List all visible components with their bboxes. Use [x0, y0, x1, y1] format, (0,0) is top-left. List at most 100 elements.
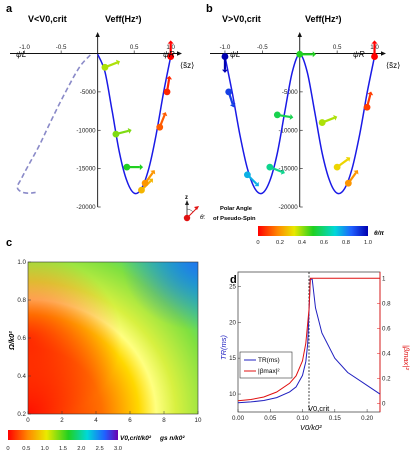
spin-marker-dot [243, 171, 251, 179]
panel-b-psi-right: ψR [353, 50, 365, 59]
panel-c-axes: 0 2 4 6 8 10 0.2 0.4 0.6 0.8 1.0 [17, 259, 202, 424]
y-tick-label: -10000 [76, 127, 96, 134]
spin-marker-dot [112, 130, 120, 138]
spin-marker-dot [333, 163, 341, 171]
y-tick-label: 25 [229, 283, 236, 290]
x-tick-label: 0.5 [333, 44, 342, 51]
spin-marker-dot [266, 163, 274, 171]
y-right-tick-label: 1 [382, 275, 386, 282]
theta-colorbar-tick: 0.4 [298, 240, 307, 246]
panel-c-xlabel: gs n/k0² [159, 435, 185, 442]
y-tick-label: 0.6 [17, 335, 26, 342]
spin-dot [183, 214, 191, 222]
panel-b-plot: -1.0-0.50.51.0-5000-10000-15000-20000 [210, 32, 386, 211]
y-right-tick-label: 0.2 [382, 375, 391, 382]
z-arrow-icon [185, 200, 189, 205]
legend-label-beta: |βmax|² [258, 368, 280, 375]
spin-arrowhead-icon [167, 40, 174, 44]
x-tick-label: 4 [94, 417, 98, 424]
panel-b-title: V>V0,crit [222, 14, 261, 24]
panel-letter-d: d [230, 274, 237, 286]
x-tick-label: 0.20 [361, 415, 374, 422]
crit-colorbar-tick: 2.0 [77, 446, 85, 452]
y-tick-label: -20000 [76, 204, 96, 211]
polar-angle-text: Polar Angle [220, 206, 253, 212]
x-tick-label: 2 [60, 417, 64, 424]
x-axis-arrow-icon [381, 51, 386, 56]
panel-a-psi-left: ψL [16, 50, 26, 59]
spin-marker-dot [371, 53, 378, 60]
spin-arrowhead-icon [280, 169, 285, 175]
x-tick-label: 10 [195, 417, 202, 424]
theta-colorbar-tick: 0.2 [276, 240, 284, 246]
spin-arrowhead-icon [150, 170, 156, 175]
y-tick-label: 15 [229, 355, 236, 362]
crit-colorbar-tick: 0.5 [22, 446, 30, 452]
theta-colorbar-tick: 0.8 [342, 240, 350, 246]
y-tick-label: -5000 [80, 89, 96, 96]
panel-a-title: V<V0,crit [28, 14, 67, 24]
y-right-tick-label: 0.6 [382, 325, 391, 332]
panel-c-ylabel: Ω/k0² [7, 331, 16, 351]
spin-arrowhead-icon [333, 115, 338, 121]
spin-marker-dot [101, 63, 109, 71]
beta-series-line [237, 277, 380, 402]
tr-series-line [237, 278, 381, 404]
y-right-tick-label: 0.4 [382, 350, 391, 357]
y-tick-label: -10000 [278, 127, 298, 134]
x-tick-label: 0.5 [130, 44, 139, 51]
polar-angle-legend: z θ: Polar Angle of Pseudo-Spin [183, 195, 256, 222]
spin-marker-dot [344, 179, 352, 187]
spin-marker-dot [221, 53, 229, 60]
panel-letter-b: b [206, 3, 213, 15]
spin-arrowhead-icon [115, 59, 121, 66]
spin-marker-dot [296, 50, 304, 58]
y-axis-arrow-icon [297, 32, 302, 37]
panel-b-xlabel: ⟨s̃z⟩ [386, 61, 400, 70]
panel-letter-c: c [6, 237, 12, 249]
spin-marker-dot [318, 119, 326, 126]
theta-colorbar-tick: 1.0 [364, 240, 372, 246]
theta-label: θ: [200, 214, 206, 221]
crit-colorbar: 0 0.5 1.0 1.5 2.0 2.5 3.0 [6, 430, 122, 452]
spin-arrowhead-icon [166, 75, 173, 80]
panel-a-psi-right: ψR [163, 50, 175, 59]
x-tick-label: -0.5 [257, 44, 268, 51]
panel-d-ylabel-left: TR(ms) [219, 335, 228, 360]
theta-colorbar-gradient [258, 226, 368, 236]
spin-marker-dot [225, 88, 233, 96]
y-tick-label: -15000 [278, 166, 298, 173]
panel-a-ylabel: Veff(Hz²) [105, 14, 142, 24]
spin-marker-dot [156, 123, 164, 131]
panel-d-annotation: V0,crit [308, 404, 330, 413]
spin-marker-dot [138, 186, 145, 194]
y-tick-label: 20 [229, 319, 236, 326]
crit-colorbar-tick: 3.0 [114, 446, 122, 452]
spin-arrowhead-icon [127, 127, 132, 134]
y-right-tick-label: 0 [382, 400, 386, 407]
x-tick-label: -1.0 [19, 44, 30, 51]
crit-colorbar-tick: 0 [6, 446, 9, 452]
legend-box [239, 351, 293, 379]
heatmap-corner-shade [28, 262, 198, 414]
panel-d-legend: TR(ms) |βmax|² [239, 351, 293, 379]
x-tick-label: 0 [26, 417, 30, 424]
spin-marker-dot [363, 103, 371, 111]
x-tick-label: -0.5 [56, 44, 67, 51]
spin-arrowhead-icon [148, 178, 153, 184]
crit-colorbar-tick: 1.5 [59, 446, 67, 452]
panel-letter-a: a [6, 3, 13, 15]
pseudo-spin-text: of Pseudo-Spin [213, 216, 256, 222]
legend-label-tr: TR(ms) [258, 357, 280, 364]
x-tick-label: 0.15 [329, 415, 342, 422]
spin-arrowhead-icon [289, 113, 294, 120]
panel-d-plot: 0.00 0.05 0.10 0.15 0.20 10 15 20 25 0 0.2 0.4 0.6 0.… [229, 271, 391, 422]
panel-d-ylabel-right: |βmax|² [402, 345, 411, 370]
spin-arrow-icon [194, 206, 199, 210]
panel-c-heatmap [27, 261, 199, 415]
y-tick-label: -5000 [282, 89, 298, 96]
spin-arrowhead-icon [371, 40, 378, 44]
theta-arc [186, 208, 194, 213]
y-axis-arrow-icon [95, 32, 100, 37]
